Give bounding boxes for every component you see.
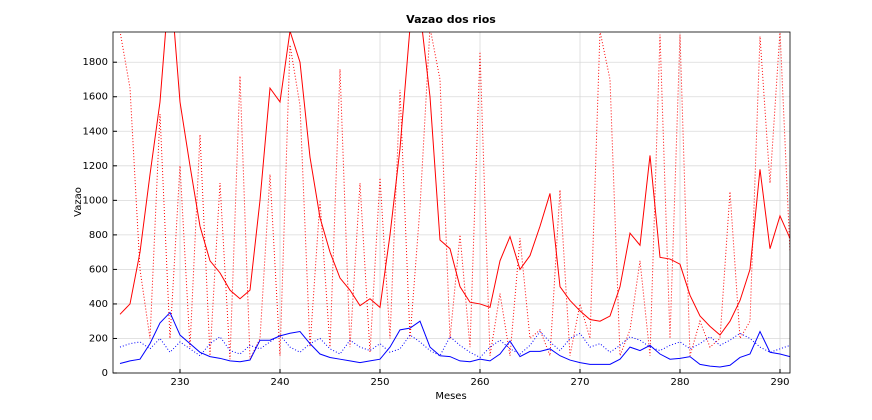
series-line: [119, 311, 790, 368]
y-tick-label: 1400: [83, 126, 108, 137]
series-line: [119, 330, 790, 359]
x-tick-label: 260: [470, 377, 489, 388]
x-tick-label: 270: [570, 377, 589, 388]
x-tick-label: 240: [270, 377, 289, 388]
plot-frame: [112, 31, 791, 374]
y-tick-label: 200: [89, 333, 108, 344]
x-tick-label: 230: [170, 377, 189, 388]
y-tick-label: 1200: [83, 161, 108, 172]
series-line: [119, 32, 790, 360]
y-tick-label: 800: [89, 230, 108, 241]
x-tick-label: 280: [670, 377, 689, 388]
plot-area: [113, 32, 790, 373]
chart-title: Vazao dos rios: [406, 13, 496, 26]
y-tick-label: 1000: [83, 195, 108, 206]
y-tick-label: 400: [89, 299, 108, 310]
y-tick-label: 1600: [83, 92, 108, 103]
y-tick-label: 1800: [83, 57, 108, 68]
series-line: [119, 32, 790, 336]
x-tick-label: 290: [770, 377, 789, 388]
y-tick-label: 0: [102, 368, 108, 379]
y-tick-label: 600: [89, 264, 108, 275]
x-tick-label: 250: [370, 377, 389, 388]
y-axis-label: Vazao: [73, 187, 84, 217]
x-axis-label: Meses: [435, 391, 466, 402]
